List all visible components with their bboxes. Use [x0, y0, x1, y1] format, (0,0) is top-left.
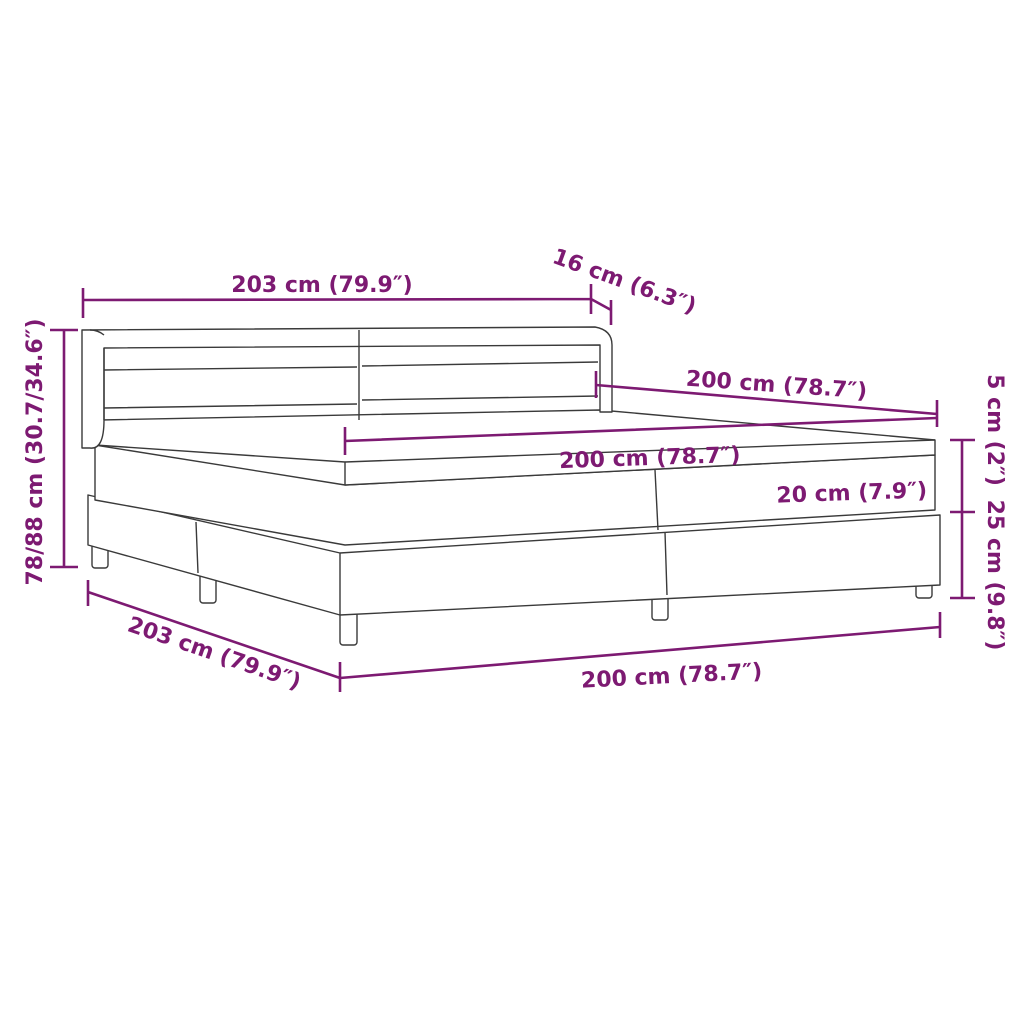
headboard-frame: [81, 326, 613, 449]
base-seams: [195, 521, 668, 615]
inner-length-label: 200 cm (78.7″): [685, 367, 868, 405]
mattress-height-label: 20 cm (7.9″): [776, 478, 928, 508]
headboard-dimension-line: [81, 284, 613, 325]
topper-height-label: 5 cm (2″): [982, 374, 1007, 486]
right-height-dimension-lines: [950, 438, 975, 600]
total-height-label: 78/88 cm (30.7/34.6″): [23, 318, 48, 585]
total-length-label: 203 cm (79.9″): [124, 613, 304, 696]
mattress-seam: [654, 469, 659, 531]
topper-edge: [344, 439, 936, 463]
mattress-width-dimension-line: [343, 416, 938, 455]
headboard-panels: [103, 330, 599, 420]
headboard-depth-label: 16 cm (6.3″): [549, 244, 699, 319]
bed-drawing: [81, 326, 941, 646]
base-height-label: 25 cm (9.8″): [982, 500, 1007, 651]
inner-length-dimension-line: [594, 371, 939, 427]
total-width-label: 200 cm (78.7″): [580, 659, 762, 693]
topper: [94, 409, 936, 486]
headboard-width-label: 203 cm (79.9″): [231, 273, 412, 298]
width-dimension-line: [339, 612, 942, 680]
dimension-lines: [50, 284, 975, 692]
total-height-dimension-line: [50, 328, 78, 569]
